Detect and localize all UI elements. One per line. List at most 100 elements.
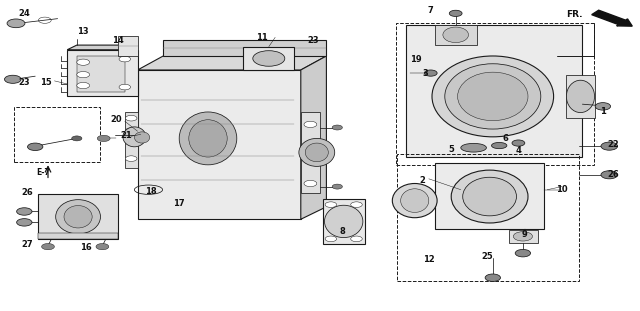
Polygon shape	[509, 230, 538, 243]
Bar	[396, 23, 594, 165]
Circle shape	[351, 202, 362, 207]
Text: 26: 26	[21, 188, 33, 197]
Ellipse shape	[463, 177, 516, 216]
Ellipse shape	[299, 138, 335, 166]
Text: 9: 9	[522, 230, 527, 239]
Ellipse shape	[432, 56, 554, 137]
Ellipse shape	[189, 120, 227, 157]
Ellipse shape	[443, 27, 468, 43]
FancyArrow shape	[592, 10, 632, 26]
Polygon shape	[301, 112, 320, 193]
Ellipse shape	[392, 183, 437, 218]
Text: 16: 16	[81, 243, 92, 252]
Polygon shape	[67, 50, 138, 96]
Ellipse shape	[566, 80, 595, 113]
Ellipse shape	[451, 170, 528, 223]
Circle shape	[304, 180, 317, 187]
Polygon shape	[67, 45, 138, 50]
Circle shape	[119, 56, 131, 62]
Circle shape	[125, 115, 137, 121]
Circle shape	[28, 143, 43, 151]
Ellipse shape	[179, 112, 237, 165]
Text: 6: 6	[502, 134, 509, 143]
Text: 21: 21	[121, 131, 132, 140]
Text: 15: 15	[40, 78, 52, 87]
Text: 7: 7	[428, 7, 433, 15]
Text: 12: 12	[423, 255, 435, 264]
Circle shape	[17, 219, 32, 226]
Circle shape	[77, 59, 90, 65]
Polygon shape	[435, 25, 477, 45]
Circle shape	[325, 236, 337, 242]
Text: 23: 23	[308, 36, 319, 45]
Text: 25: 25	[482, 252, 493, 261]
Polygon shape	[243, 47, 294, 70]
Circle shape	[332, 125, 342, 130]
Polygon shape	[38, 194, 118, 239]
Circle shape	[125, 128, 137, 133]
Circle shape	[449, 10, 462, 16]
Ellipse shape	[56, 200, 100, 234]
Circle shape	[601, 142, 618, 150]
Ellipse shape	[305, 143, 328, 162]
Circle shape	[351, 236, 362, 242]
Polygon shape	[301, 56, 326, 219]
Polygon shape	[323, 199, 365, 244]
Circle shape	[601, 171, 618, 179]
Text: 11: 11	[257, 33, 268, 42]
Text: 22: 22	[607, 140, 619, 149]
Circle shape	[119, 84, 131, 90]
Polygon shape	[138, 56, 326, 70]
Circle shape	[42, 244, 54, 250]
Ellipse shape	[123, 127, 146, 147]
Circle shape	[424, 70, 437, 76]
Circle shape	[485, 274, 500, 281]
Bar	[77, 56, 125, 92]
Circle shape	[595, 103, 611, 110]
Polygon shape	[435, 163, 544, 229]
Circle shape	[77, 72, 90, 78]
Text: 3: 3	[423, 69, 428, 77]
Circle shape	[72, 136, 82, 141]
Ellipse shape	[445, 64, 541, 129]
Bar	[397, 154, 579, 281]
Text: 8: 8	[340, 227, 345, 236]
Polygon shape	[125, 112, 138, 168]
Text: 10: 10	[556, 185, 568, 194]
Text: FR.: FR.	[566, 10, 582, 19]
Ellipse shape	[458, 72, 528, 121]
Text: 5: 5	[448, 145, 454, 154]
Text: 26: 26	[607, 170, 619, 179]
Polygon shape	[138, 70, 301, 219]
Ellipse shape	[461, 143, 486, 152]
Text: 23: 23	[19, 78, 30, 87]
Circle shape	[304, 121, 317, 128]
Text: E-7: E-7	[36, 168, 51, 177]
Text: 19: 19	[410, 55, 422, 63]
Polygon shape	[406, 25, 582, 157]
Ellipse shape	[253, 51, 285, 66]
Ellipse shape	[401, 189, 429, 212]
Circle shape	[4, 75, 21, 83]
Text: 1: 1	[600, 108, 606, 116]
Text: 18: 18	[145, 187, 156, 196]
Circle shape	[304, 149, 317, 156]
Circle shape	[332, 184, 342, 189]
Circle shape	[77, 82, 90, 89]
Polygon shape	[38, 233, 118, 239]
Circle shape	[515, 249, 531, 257]
Text: 13: 13	[77, 27, 89, 35]
Circle shape	[17, 208, 32, 215]
Text: 27: 27	[21, 240, 33, 248]
Circle shape	[96, 244, 109, 250]
Circle shape	[7, 19, 25, 28]
Bar	[14, 107, 100, 162]
Ellipse shape	[64, 206, 92, 228]
Circle shape	[325, 202, 337, 207]
Text: 24: 24	[19, 10, 30, 18]
Text: 4: 4	[515, 146, 522, 155]
Polygon shape	[163, 40, 326, 56]
Text: 20: 20	[111, 115, 122, 124]
Circle shape	[125, 156, 137, 161]
Ellipse shape	[134, 132, 150, 143]
